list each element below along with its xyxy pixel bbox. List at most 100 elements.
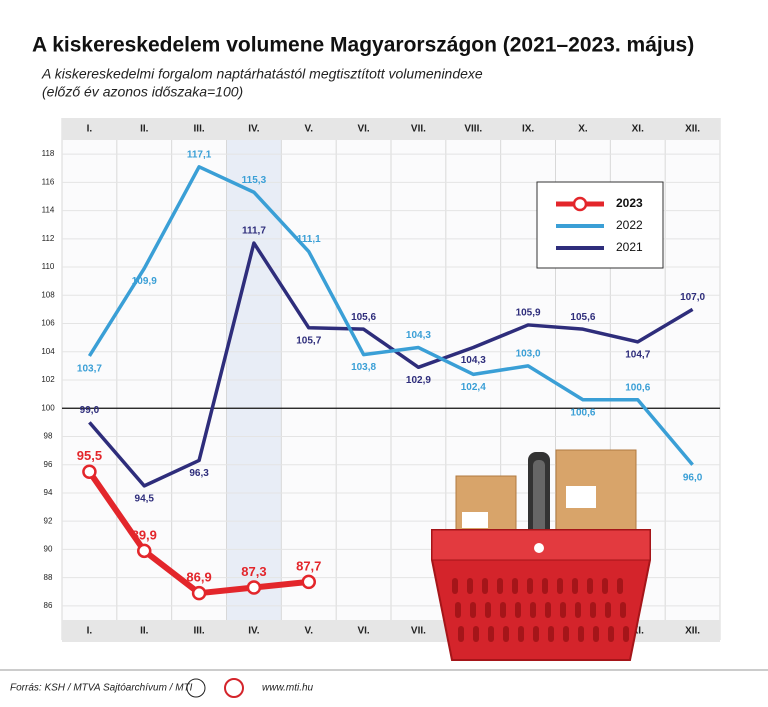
box-label xyxy=(566,486,596,508)
value-label: 87,3 xyxy=(241,564,266,579)
logo xyxy=(224,678,244,698)
legend-label: 2023 xyxy=(616,196,643,210)
value-label: 111,1 xyxy=(297,234,321,245)
basket-hole xyxy=(608,626,614,642)
x-tick-label: XII. xyxy=(685,124,700,135)
basket-hole xyxy=(557,578,563,594)
basket-hole xyxy=(497,578,503,594)
y-tick-label: 90 xyxy=(44,545,53,554)
value-label: 96,3 xyxy=(189,468,209,479)
y-tick-label: 102 xyxy=(41,375,55,384)
x-tick-label: X. xyxy=(578,124,588,135)
y-tick-label: 106 xyxy=(41,319,55,328)
value-label: 103,7 xyxy=(77,364,102,375)
basket-hole xyxy=(548,626,554,642)
x-tick-label: IV. xyxy=(248,626,260,637)
value-label: 104,3 xyxy=(406,330,431,341)
value-label: 104,7 xyxy=(625,350,650,361)
basket-hole xyxy=(470,602,476,618)
x-tick-label: I. xyxy=(87,124,93,135)
y-tick-label: 86 xyxy=(44,601,53,610)
basket-hole xyxy=(620,602,626,618)
x-tick-label: V. xyxy=(304,626,313,637)
x-tick-label: IV. xyxy=(248,124,260,135)
point-marker xyxy=(246,580,262,595)
x-tick-label: III. xyxy=(194,124,205,135)
basket-hole xyxy=(605,602,611,618)
value-label: 104,3 xyxy=(461,355,486,366)
basket-hole xyxy=(458,626,464,642)
source: Forrás: KSH / MTVA Sajtóarchívum / MTI xyxy=(10,683,193,694)
value-label: 105,6 xyxy=(351,312,376,323)
point-marker xyxy=(191,585,207,601)
basket-hole xyxy=(515,602,521,618)
legend-label: 2021 xyxy=(616,240,643,254)
basket-hole xyxy=(563,626,569,642)
value-label: 105,9 xyxy=(516,308,541,319)
x-tick-label: XI. xyxy=(632,626,644,637)
value-label: 87,7 xyxy=(296,558,321,573)
y-tick-label: 118 xyxy=(42,149,55,158)
basket-hole xyxy=(542,578,548,594)
x-tick-label: VIII. xyxy=(464,124,482,135)
basket-hole xyxy=(590,602,596,618)
website: www.mti.hu xyxy=(262,683,314,694)
value-label: 103,0 xyxy=(516,349,541,360)
y-tick-label: 88 xyxy=(44,573,53,582)
x-tick-label: IX. xyxy=(522,124,534,135)
basket-hole xyxy=(587,578,593,594)
subtitle: A kiskereskedelmi forgalom naptárhatástó… xyxy=(41,66,483,82)
value-label: 96,0 xyxy=(683,472,703,483)
basket-hole xyxy=(617,578,623,594)
value-label: 117,1 xyxy=(187,149,212,160)
basket-hole xyxy=(575,602,581,618)
subtitle: (előző év azonos időszaka=100) xyxy=(42,84,243,100)
basket-hole xyxy=(467,578,473,594)
series-line xyxy=(88,241,694,488)
value-label: 102,4 xyxy=(461,382,486,393)
value-label: 100,6 xyxy=(625,382,650,393)
basket-hole xyxy=(488,626,494,642)
y-tick-label: 104 xyxy=(41,347,55,356)
basket-hole xyxy=(530,602,536,618)
x-tick-label: XII. xyxy=(685,626,700,637)
x-tick-label: VI. xyxy=(357,124,369,135)
y-tick-label: 112 xyxy=(42,234,55,243)
basket-hole xyxy=(452,578,458,594)
y-tick-label: 114 xyxy=(42,206,55,215)
value-label: 100,6 xyxy=(570,407,595,418)
basket-hole xyxy=(482,578,488,594)
y-tick-label: 116 xyxy=(42,177,55,186)
x-tick-label: III. xyxy=(194,626,205,637)
x-tick-label: VII. xyxy=(411,626,426,637)
y-tick-label: 98 xyxy=(44,432,53,441)
basket-handle xyxy=(533,460,545,546)
value-label: 105,6 xyxy=(570,312,595,323)
basket-hole xyxy=(560,602,566,618)
basket-hole xyxy=(518,626,524,642)
point-marker xyxy=(301,574,316,590)
series-line xyxy=(87,165,694,466)
x-tick-label: II. xyxy=(140,124,149,135)
x-tick-label: II. xyxy=(140,626,149,637)
value-label: 95,5 xyxy=(77,448,102,463)
basket-hole xyxy=(602,578,608,594)
y-tick-label: 100 xyxy=(41,403,55,412)
value-label: 99,0 xyxy=(80,405,100,416)
basket-hole xyxy=(572,578,578,594)
y-tick-label: 96 xyxy=(44,460,53,469)
basket-hole xyxy=(473,626,479,642)
x-tick-label: V. xyxy=(304,124,313,135)
value-label: 94,5 xyxy=(135,494,155,505)
logo xyxy=(186,678,206,698)
legend-marker xyxy=(572,196,588,212)
basket-hole xyxy=(533,626,539,642)
y-tick-label: 108 xyxy=(41,290,55,299)
basket-hole xyxy=(527,578,533,594)
basket-holes xyxy=(452,578,629,642)
y-tick-label: 94 xyxy=(44,488,53,497)
legend-label: 2022 xyxy=(616,218,643,232)
y-tick-label: 110 xyxy=(42,262,55,271)
value-label: 86,9 xyxy=(186,570,211,585)
